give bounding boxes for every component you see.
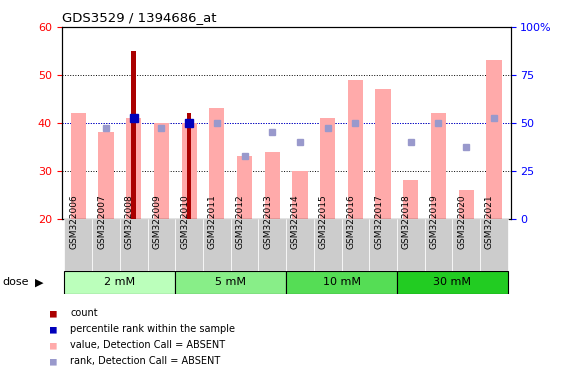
Bar	[265, 152, 280, 219]
Bar	[348, 79, 363, 219]
Bar	[403, 180, 419, 219]
Text: GSM322021: GSM322021	[485, 194, 494, 249]
Bar	[120, 219, 148, 271]
Text: GSM322014: GSM322014	[291, 194, 300, 249]
Text: dose: dose	[3, 277, 29, 287]
Bar	[286, 271, 397, 294]
Text: percentile rank within the sample: percentile rank within the sample	[70, 324, 235, 334]
Bar	[397, 219, 425, 271]
Text: GSM322015: GSM322015	[319, 194, 328, 249]
Bar	[65, 271, 175, 294]
Bar	[314, 219, 342, 271]
Text: GSM322012: GSM322012	[236, 194, 245, 249]
Text: GSM322007: GSM322007	[97, 194, 106, 249]
Bar	[486, 60, 502, 219]
Bar	[65, 219, 92, 271]
Bar	[175, 271, 286, 294]
Bar	[98, 132, 114, 219]
Text: 10 mM: 10 mM	[323, 277, 361, 287]
Bar	[126, 118, 141, 219]
Text: ■: ■	[50, 324, 57, 334]
Text: GSM322020: GSM322020	[457, 194, 466, 249]
Bar	[154, 123, 169, 219]
Bar	[480, 219, 508, 271]
Bar	[231, 219, 259, 271]
Text: value, Detection Call = ABSENT: value, Detection Call = ABSENT	[70, 340, 226, 350]
Text: ■: ■	[50, 308, 57, 318]
Bar	[71, 113, 86, 219]
Bar	[342, 219, 369, 271]
Text: GSM322011: GSM322011	[208, 194, 217, 249]
Text: GSM322019: GSM322019	[430, 194, 439, 249]
Bar	[397, 271, 508, 294]
Text: GSM322016: GSM322016	[346, 194, 355, 249]
Text: GDS3529 / 1394686_at: GDS3529 / 1394686_at	[62, 11, 216, 24]
Bar	[425, 219, 452, 271]
Bar	[431, 113, 446, 219]
Bar	[182, 123, 197, 219]
Text: ■: ■	[50, 356, 57, 366]
Text: GSM322010: GSM322010	[180, 194, 189, 249]
Bar	[187, 113, 191, 219]
Bar	[148, 219, 175, 271]
Text: GSM322013: GSM322013	[263, 194, 272, 249]
Bar	[203, 219, 231, 271]
Bar	[259, 219, 286, 271]
Text: 2 mM: 2 mM	[104, 277, 135, 287]
Bar	[375, 89, 390, 219]
Bar	[452, 219, 480, 271]
Text: 30 mM: 30 mM	[433, 277, 471, 287]
Text: GSM322018: GSM322018	[402, 194, 411, 249]
Text: rank, Detection Call = ABSENT: rank, Detection Call = ABSENT	[70, 356, 220, 366]
Text: ▶: ▶	[35, 277, 44, 287]
Text: GSM322006: GSM322006	[70, 194, 79, 249]
Bar	[209, 108, 224, 219]
Bar	[92, 219, 120, 271]
Text: GSM322009: GSM322009	[153, 194, 162, 249]
Text: 5 mM: 5 mM	[215, 277, 246, 287]
Bar	[131, 51, 136, 219]
Bar	[175, 219, 203, 271]
Bar	[458, 190, 474, 219]
Bar	[286, 219, 314, 271]
Text: GSM322008: GSM322008	[125, 194, 134, 249]
Bar	[237, 157, 252, 219]
Text: ■: ■	[50, 340, 57, 350]
Text: GSM322017: GSM322017	[374, 194, 383, 249]
Bar	[369, 219, 397, 271]
Text: count: count	[70, 308, 98, 318]
Bar	[292, 171, 307, 219]
Bar	[320, 118, 335, 219]
